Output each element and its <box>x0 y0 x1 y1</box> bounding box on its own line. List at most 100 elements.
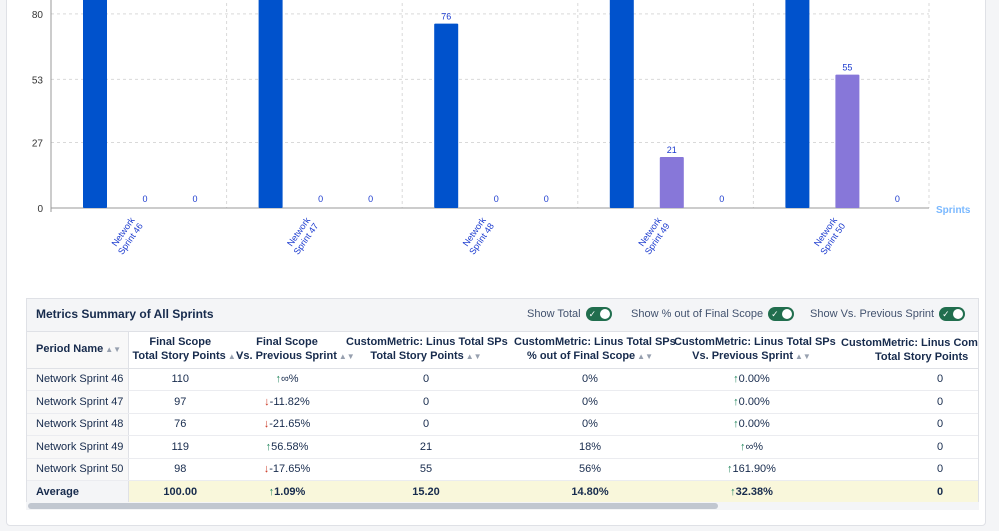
data-label: 0 <box>318 194 323 204</box>
check-icon: ✓ <box>771 309 779 319</box>
cell-lt-pct: 18% <box>510 435 670 459</box>
col-final-scope-total[interactable]: Final Scope Total Story Points ▲▼ <box>128 332 244 369</box>
check-icon: ✓ <box>942 309 950 319</box>
vs-value: 0.00% <box>738 395 770 408</box>
vs-value: 32.38% <box>735 485 773 498</box>
data-label: 0 <box>368 194 373 204</box>
cell-scope: 98 <box>128 458 232 481</box>
sort-icon: ▲▼ <box>465 352 482 362</box>
table-row: Network Sprint 48 76 ↓-21.65% 0 0% ↑0.00% 0 <box>27 413 978 436</box>
cell-lc: 0 <box>833 368 978 391</box>
panel-title: Metrics Summary of All Sprints <box>36 307 214 321</box>
y-tick-label: 53 <box>32 75 44 86</box>
cell-scope-vs: ↑56.58% <box>232 435 342 459</box>
cell-lt-vs: ↑32.38% <box>670 480 833 504</box>
data-label: 0 <box>142 194 147 204</box>
show-pct-toggle[interactable]: Show % out of Final Scope ✓ <box>631 307 795 321</box>
vs-value: -17.65% <box>269 463 311 476</box>
show-total-label: Show Total <box>527 308 581 320</box>
data-label: 0 <box>494 194 499 204</box>
sort-icon: ▲▼ <box>637 352 653 362</box>
cell-scope: 76 <box>128 413 232 436</box>
sort-icon: ▲▼ <box>338 352 355 362</box>
col-label: Final Scope <box>256 336 318 349</box>
bar <box>434 23 459 209</box>
arrow-up-icon: ↑ <box>733 373 739 386</box>
arrow-down-icon: ↓ <box>263 463 270 476</box>
cell-name: Network Sprint 50 <box>27 458 129 481</box>
col-label: CustomMetric: Linus Total SPs <box>346 336 508 349</box>
y-tick-label: 27 <box>32 139 44 150</box>
col-linus-total[interactable]: CustomMetric: Linus Total SPs Total Story… <box>342 332 510 369</box>
show-vs-toggle[interactable]: Show Vs. Previous Sprint ✓ <box>810 307 966 321</box>
x-axis-label: Sprints <box>936 205 971 216</box>
cell-name: Network Sprint 48 <box>27 413 129 436</box>
report-card: 0 27 53 80 0 0 Network Sprint 46 0 0 Network Sprint… <box>6 0 986 526</box>
arrow-up-icon: ↑ <box>727 463 733 476</box>
cell-lc: 0 <box>833 390 978 414</box>
col-label: CustomMetric: Linus Total SPs <box>674 336 836 349</box>
scrollbar-thumb[interactable] <box>28 503 718 509</box>
bar <box>835 74 860 209</box>
cell-lt-vs: ↑0.00% <box>670 368 833 391</box>
bar <box>258 0 283 208</box>
data-label: 55 <box>842 63 852 73</box>
col-label: Period Name <box>36 343 104 356</box>
vs-value: 161.90% <box>732 463 776 476</box>
bar <box>83 0 107 208</box>
toggle-switch[interactable]: ✓ <box>768 307 795 321</box>
vs-value: ∞% <box>280 373 299 386</box>
col-period-name[interactable]: Period Name ▲▼ <box>27 332 129 369</box>
col-sublabel: Total Story Points <box>370 350 464 363</box>
col-label: CustomMetric: Linus Total SPs <box>514 336 676 349</box>
cell-scope: 110 <box>128 368 232 391</box>
cell-scope: 100.00 <box>128 480 232 504</box>
arrow-up-icon: ↑ <box>733 395 739 408</box>
cell-lt-vs: ↑0.00% <box>670 390 833 414</box>
cell-lc: 0 <box>833 480 978 504</box>
cell-scope: 97 <box>128 390 232 414</box>
data-label: 76 <box>441 12 451 22</box>
toggle-switch[interactable]: ✓ <box>939 307 966 321</box>
cell-lc: 0 <box>833 435 978 459</box>
arrow-down-icon: ↓ <box>264 395 270 408</box>
data-label: 0 <box>544 194 549 204</box>
show-total-toggle[interactable]: Show Total ✓ <box>527 307 612 321</box>
cell-lt-pct: 0% <box>510 413 670 436</box>
metrics-table: Period Name ▲▼ Final Scope Total Story Poi… <box>27 332 978 504</box>
horizontal-scrollbar[interactable] <box>26 502 979 510</box>
cell-lt: 15.20 <box>342 480 510 504</box>
col-label: Final Scope <box>149 336 212 349</box>
bar <box>785 0 810 208</box>
cell-lt-pct: 56% <box>510 458 670 481</box>
cell-lc: 0 <box>833 458 978 481</box>
cell-lt: 0 <box>342 413 510 436</box>
col-sublabel: % out of Final Scope <box>526 350 636 363</box>
data-label: 0 <box>719 194 724 204</box>
toggle-switch[interactable]: ✓ <box>585 307 612 321</box>
vs-value: -21.65% <box>269 418 311 431</box>
vs-value: 0.00% <box>738 418 770 431</box>
vs-value: 56.58% <box>271 440 309 453</box>
panel-header: Metrics Summary of All Sprints Show Tota… <box>27 299 978 332</box>
table-row: Network Sprint 46 110 ↑∞% 0 0% ↑0.00% 0 <box>27 368 978 391</box>
cell-lt-vs: ↑161.90% <box>670 458 833 481</box>
data-label: 0 <box>895 194 900 204</box>
bar <box>609 0 634 208</box>
col-linus-vs[interactable]: CustomMetric: Linus Total SPs Vs. Previou… <box>670 332 836 369</box>
cell-scope: 119 <box>128 435 232 459</box>
cell-name: Average <box>27 480 129 504</box>
cell-lt-pct: 0% <box>510 368 670 391</box>
cell-name: Network Sprint 46 <box>27 368 129 391</box>
arrow-up-icon: ↑ <box>268 485 275 498</box>
col-final-scope-vs[interactable]: Final Scope Vs. Previous Sprint ▲▼ <box>232 332 355 369</box>
arrow-up-icon: ↑ <box>275 373 281 386</box>
cell-lt-vs: ↑∞% <box>670 435 833 459</box>
col-linus-pct[interactable]: CustomMetric: Linus Total SPs% out of Fi… <box>510 332 676 369</box>
